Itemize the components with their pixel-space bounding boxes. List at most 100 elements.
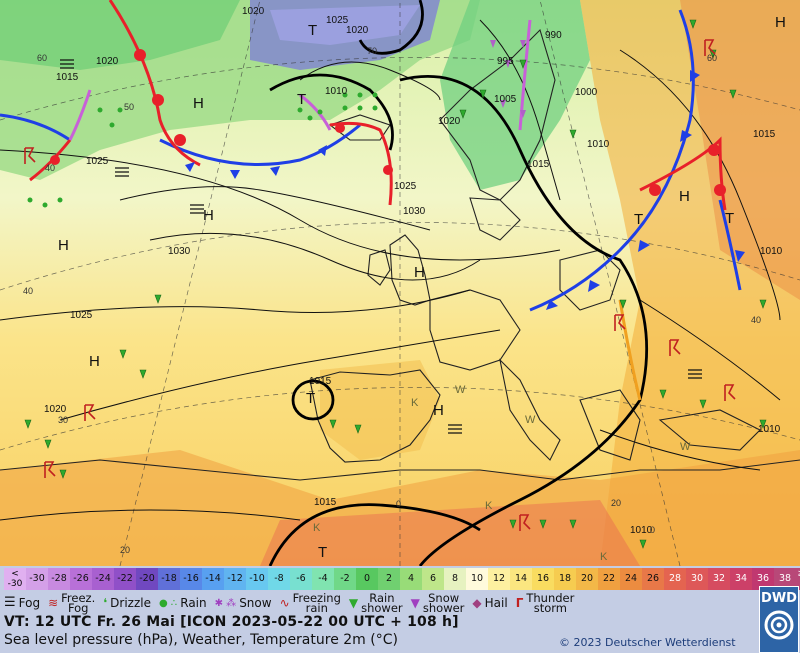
temp-label: 0: [396, 499, 401, 509]
legend-snow-shower: ▼ Snow shower: [411, 592, 465, 614]
rain-shower-icon: ▼: [348, 596, 359, 610]
isobar-label: 1015: [753, 129, 776, 140]
colorscale-cell: -12: [224, 568, 246, 590]
temp-label: 40: [751, 315, 761, 325]
colorscale-cell: 6: [422, 568, 444, 590]
legend-rain-shower-label-2: shower: [361, 601, 403, 615]
colorscale-cell: -24: [92, 568, 114, 590]
isobar-label: 1015: [56, 72, 79, 83]
extra-labels: W W W K K K K: [313, 384, 691, 563]
colorscale-cell: -20: [136, 568, 158, 590]
high-pressure-label: H: [414, 264, 425, 281]
legend-freezing-rain-label-2: rain: [305, 601, 328, 615]
colorscale-cell: 24: [620, 568, 642, 590]
colorscale-cell: 0: [356, 568, 378, 590]
wind-label: W: [680, 441, 691, 453]
isobar-label: 1020: [96, 56, 119, 67]
colorscale-cell: 4: [400, 568, 422, 590]
colorscale-cell: 36: [752, 568, 774, 590]
isobar-label: 1020: [242, 6, 265, 17]
temperature-zone-east: [580, 0, 800, 566]
colorscale-cell: 30: [686, 568, 708, 590]
isobar-label: 1020: [44, 404, 67, 415]
k-label: K: [600, 551, 608, 563]
temperature-zone-russia: [680, 0, 800, 300]
temp-label: 20: [611, 498, 621, 508]
valid-time: VT: 12 UTC Fr. 26 Mai [ICON 2023-05-22 0…: [4, 614, 459, 630]
colorscale-cell: 20: [576, 568, 598, 590]
isobar-label: 1010: [758, 424, 781, 435]
colorscale-cell: 16: [532, 568, 554, 590]
colorscale-cell: -8: [268, 568, 290, 590]
legend-fog: ☰ Fog: [4, 596, 40, 610]
colorscale-cell: -30: [26, 568, 48, 590]
legend-rain: ● ∴ Rain: [159, 596, 207, 610]
colorscale-cell: -26: [70, 568, 92, 590]
temperature-colorscale: < -30 -30 -28 -26 -24 -22 -20 -18 -16 -14 -12 -10 -8-…: [4, 568, 800, 590]
high-pressure-label: H: [679, 188, 690, 205]
high-pressure-label: H: [58, 237, 69, 254]
legend-freezing-fog-label-1: Freez.: [61, 591, 96, 605]
temperature-zone-greenland: [0, 0, 240, 70]
isobar-label: 1025: [86, 156, 109, 167]
legend-snow-label: Snow: [239, 596, 272, 610]
legend-freezing-rain: ∿ Freezing rain: [279, 591, 341, 615]
isobar-label: 1015: [314, 497, 337, 508]
legend-rain-label: Rain: [180, 596, 207, 610]
colorscale-cell: 32: [708, 568, 730, 590]
legend-fog-label: Fog: [18, 596, 41, 610]
legend-thunderstorm-label-2: storm: [533, 601, 567, 615]
colorscale-min-bottom: -30: [7, 579, 23, 589]
isobar-label: 1030: [168, 246, 191, 257]
legend-rain-shower-label-1: Rain: [369, 591, 395, 605]
high-pressure-label: H: [775, 14, 786, 31]
colorscale-cell: 28: [664, 568, 686, 590]
colorscale-cell: -10: [246, 568, 268, 590]
isobar-label: 1025: [70, 310, 93, 321]
colorscale-max-top: ≥40: [796, 569, 800, 579]
legend-rain-shower: ▼ Rain shower: [348, 591, 403, 615]
colorscale-cell: 18: [554, 568, 576, 590]
graticule: [0, 0, 800, 566]
isobar-label: 1020: [438, 116, 461, 127]
colorscale-cell: 34: [730, 568, 752, 590]
pressure-centres: H H H H H H H H T T T T T T: [58, 14, 786, 561]
isobar-label: 1010: [587, 139, 610, 150]
colorscale-cell: -4: [312, 568, 334, 590]
dwd-logo: DWD: [759, 586, 799, 653]
k-label: K: [485, 500, 493, 512]
colorscale-cell: 14: [510, 568, 532, 590]
temperature-zone-arctic-core: [270, 5, 420, 45]
legend-hail: ◆ Hail: [472, 596, 507, 610]
temperature-zone-iberia: [320, 360, 440, 460]
temperature-zone-sahara: [260, 500, 640, 566]
dwd-logo-text: DWD: [761, 591, 797, 606]
temp-label: 20: [120, 545, 130, 555]
freezing-rain-icon: ∿: [279, 596, 290, 610]
isobar-label: 1015: [527, 159, 550, 170]
isobar-label: 1015: [309, 376, 332, 387]
low-pressure-label: T: [318, 544, 327, 561]
colorscale-cell: 38: [774, 568, 796, 590]
colorscale-cell: -28: [48, 568, 70, 590]
colorscale-cell: -2: [334, 568, 356, 590]
wind-label: W: [525, 414, 536, 426]
freezing-fog-icon: ≋: [48, 596, 59, 610]
isobars: [0, 19, 781, 521]
isobar-label: 990: [545, 30, 562, 41]
isobar-label: 1000: [575, 87, 598, 98]
hail-icon: ◆: [472, 596, 482, 610]
isobar-labels: 1020 1025 1020 990 995 1005 1000 1010 10…: [44, 6, 783, 536]
legend-freezing-rain-label-1: Freezing: [292, 591, 341, 605]
colorscale-cell: 22: [598, 568, 620, 590]
rain-icon: ● ∴: [158, 597, 178, 609]
colorscale-cell: 10: [466, 568, 488, 590]
temp-label: 60: [707, 53, 717, 63]
k-label: K: [411, 397, 419, 409]
cold-fronts: [0, 9, 742, 312]
temp-label: 0: [650, 525, 655, 535]
isobar-label: 1030: [403, 206, 426, 217]
drizzle-icon: ❛: [103, 596, 108, 610]
legend-hail-label: Hail: [484, 596, 508, 610]
colorscale-cell: 26: [642, 568, 664, 590]
